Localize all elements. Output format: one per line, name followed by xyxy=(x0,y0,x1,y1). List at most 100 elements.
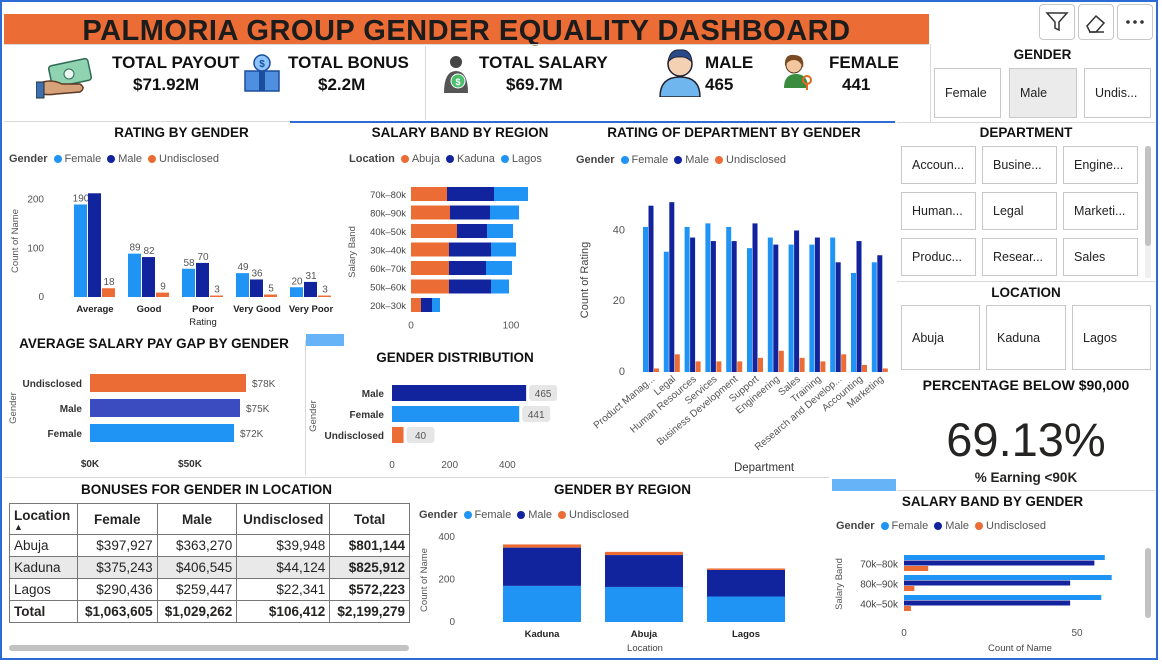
legend-item-lagos: Lagos xyxy=(511,153,542,165)
department-option-5[interactable]: Legal xyxy=(982,192,1057,230)
department-option-9[interactable]: Sales xyxy=(1063,238,1138,276)
department-option-8[interactable]: Resear... xyxy=(982,238,1057,276)
percent-card-label: % Earning <90K xyxy=(974,470,1078,485)
bar-male xyxy=(392,385,527,401)
bar-male-7 xyxy=(773,244,779,372)
table-row: Abuja $397,927 $363,270 $39,948 $801,144 xyxy=(9,534,410,557)
column-header-male[interactable]: Male xyxy=(156,503,238,535)
y-tick-label: 400 xyxy=(438,532,455,543)
bar-undisclosed-8 xyxy=(799,357,805,372)
bar-female-3 xyxy=(684,226,690,372)
data-label: 49 xyxy=(237,262,249,273)
clear-selections-button[interactable] xyxy=(1078,4,1114,40)
location-option-lagos[interactable]: Lagos xyxy=(1072,305,1151,370)
kpi-male-value: 465 xyxy=(705,75,734,94)
table-cell: $290,436 xyxy=(76,578,158,601)
bar-undisclosed-7 xyxy=(778,350,784,372)
bar-male-70k-80k xyxy=(904,560,1095,566)
column-header-undisclosed[interactable]: Undisclosed xyxy=(236,503,331,535)
gender-option-undisclosed[interactable]: Undis... xyxy=(1084,68,1151,118)
column-header-female[interactable]: Female xyxy=(76,503,158,535)
bar-lagos-70k-80k xyxy=(494,187,528,201)
legend-title: Gender xyxy=(576,154,615,166)
column-header-location[interactable]: Location ▲ xyxy=(9,503,78,535)
department-slicer: Accoun... Busine... Engine... Human... Legal… xyxy=(901,146,1141,276)
y-tick-label: 60k–70k xyxy=(370,264,406,275)
x-tick-label: Poor xyxy=(192,304,214,315)
bar-female-12 xyxy=(871,262,877,372)
bar-female-average xyxy=(74,204,87,297)
legend-item-female: Female xyxy=(891,520,929,532)
data-label: 70 xyxy=(197,252,209,263)
department-option-3[interactable]: Engine... xyxy=(1063,146,1138,184)
table-cell: Lagos xyxy=(9,578,78,601)
x-tick-label: 400 xyxy=(499,460,516,471)
bar-lagos-40k-50k xyxy=(487,224,513,238)
filter-button[interactable] xyxy=(1039,4,1075,40)
bar-female-80k-90k xyxy=(904,575,1112,580)
title-banner xyxy=(4,14,929,44)
decorative-accent-bar-right xyxy=(832,479,896,491)
column-header-total[interactable]: Total xyxy=(329,503,410,535)
bar-abuja-80k-90k xyxy=(411,205,450,220)
department-option-2[interactable]: Busine... xyxy=(982,146,1057,184)
salary-band-by-gender-legend: Gender Female Male Undisclosed xyxy=(836,520,1046,532)
y-tick-label: 0 xyxy=(449,617,455,628)
bar-undisclosed-9 xyxy=(820,361,826,372)
legend-item-undisclosed: Undisclosed xyxy=(159,153,219,165)
department-scrollbar-thumb[interactable] xyxy=(1145,146,1151,246)
data-label: 9 xyxy=(160,282,166,293)
x-tick-label: 0 xyxy=(408,321,414,332)
sort-ascending-icon[interactable]: ▲ xyxy=(14,521,23,532)
bar-lagos-30k-40k xyxy=(491,242,516,257)
gender-option-male[interactable]: Male xyxy=(1009,68,1077,118)
table-row: Lagos $290,436 $259,447 $22,341 $572,223 xyxy=(9,578,410,601)
bar-abuja-20k-30k xyxy=(411,298,421,312)
table-cell: $22,341 xyxy=(236,578,331,601)
bar-female-1 xyxy=(643,226,648,372)
bar-kaduna-20k-30k xyxy=(421,298,432,312)
bar-female-4 xyxy=(705,223,711,372)
y-tick-label: 80k–90k xyxy=(860,579,899,590)
y-tick-label: 40 xyxy=(613,224,625,236)
y-tick-label: 0 xyxy=(619,366,625,378)
department-option-7[interactable]: Produc... xyxy=(901,238,976,276)
bar-male xyxy=(90,399,240,417)
data-label: $75K xyxy=(246,404,270,415)
percent-card-title: PERCENTAGE BELOW $90,000 xyxy=(922,377,1130,393)
table-horizontal-scrollbar[interactable] xyxy=(9,645,409,651)
percent-card-divider xyxy=(897,490,1155,491)
kpi-total-payout-label: TOTAL PAYOUT xyxy=(112,53,240,72)
department-option-4[interactable]: Human... xyxy=(901,192,976,230)
table-total-row: Total $1,063,605 $1,029,262 $106,412 $2,199,… xyxy=(9,600,410,623)
bar-undisclosed-80k-90k xyxy=(904,586,915,591)
gender-option-female[interactable]: Female xyxy=(934,68,1001,118)
bar-kaduna-80k-90k xyxy=(450,205,490,220)
kpi-total-bonus-label: TOTAL BONUS xyxy=(288,53,409,72)
table-header-row: Location ▲ Female Male Undisclosed Total xyxy=(9,503,410,535)
bar-male-very-good xyxy=(250,279,263,297)
data-label: 5 xyxy=(268,284,274,295)
salary-person-icon: $ xyxy=(444,56,468,93)
location-option-abuja[interactable]: Abuja xyxy=(901,305,980,370)
department-option-1[interactable]: Accoun... xyxy=(901,146,976,184)
more-options-button[interactable] xyxy=(1117,4,1153,40)
department-slicer-title: DEPARTMENT xyxy=(979,125,1073,140)
filter-icon xyxy=(1045,12,1069,32)
location-option-kaduna[interactable]: Kaduna xyxy=(986,305,1066,370)
bar-female-poor xyxy=(182,268,195,297)
bonus-table: Location ▲ Female Male Undisclosed Total Abuja… xyxy=(9,503,410,623)
bar-female-abuja xyxy=(605,586,683,622)
department-option-6[interactable]: Marketi... xyxy=(1063,192,1138,230)
bar-undisclosed-kaduna xyxy=(503,544,581,548)
salary-band-scrollbar[interactable] xyxy=(1145,548,1151,618)
y-tick-label: 40k–50k xyxy=(370,227,406,238)
y-tick-label: 30k–40k xyxy=(370,246,406,257)
bar-undisclosed-3 xyxy=(695,361,701,372)
bar-female-40k-50k xyxy=(904,595,1102,600)
data-label-background xyxy=(529,385,558,401)
bar-male-kaduna xyxy=(503,547,581,586)
decorative-accent-bar-left xyxy=(306,334,344,346)
legend-item-undisclosed: Undisclosed xyxy=(726,154,786,166)
bonus-gift-icon: $ xyxy=(244,54,280,92)
